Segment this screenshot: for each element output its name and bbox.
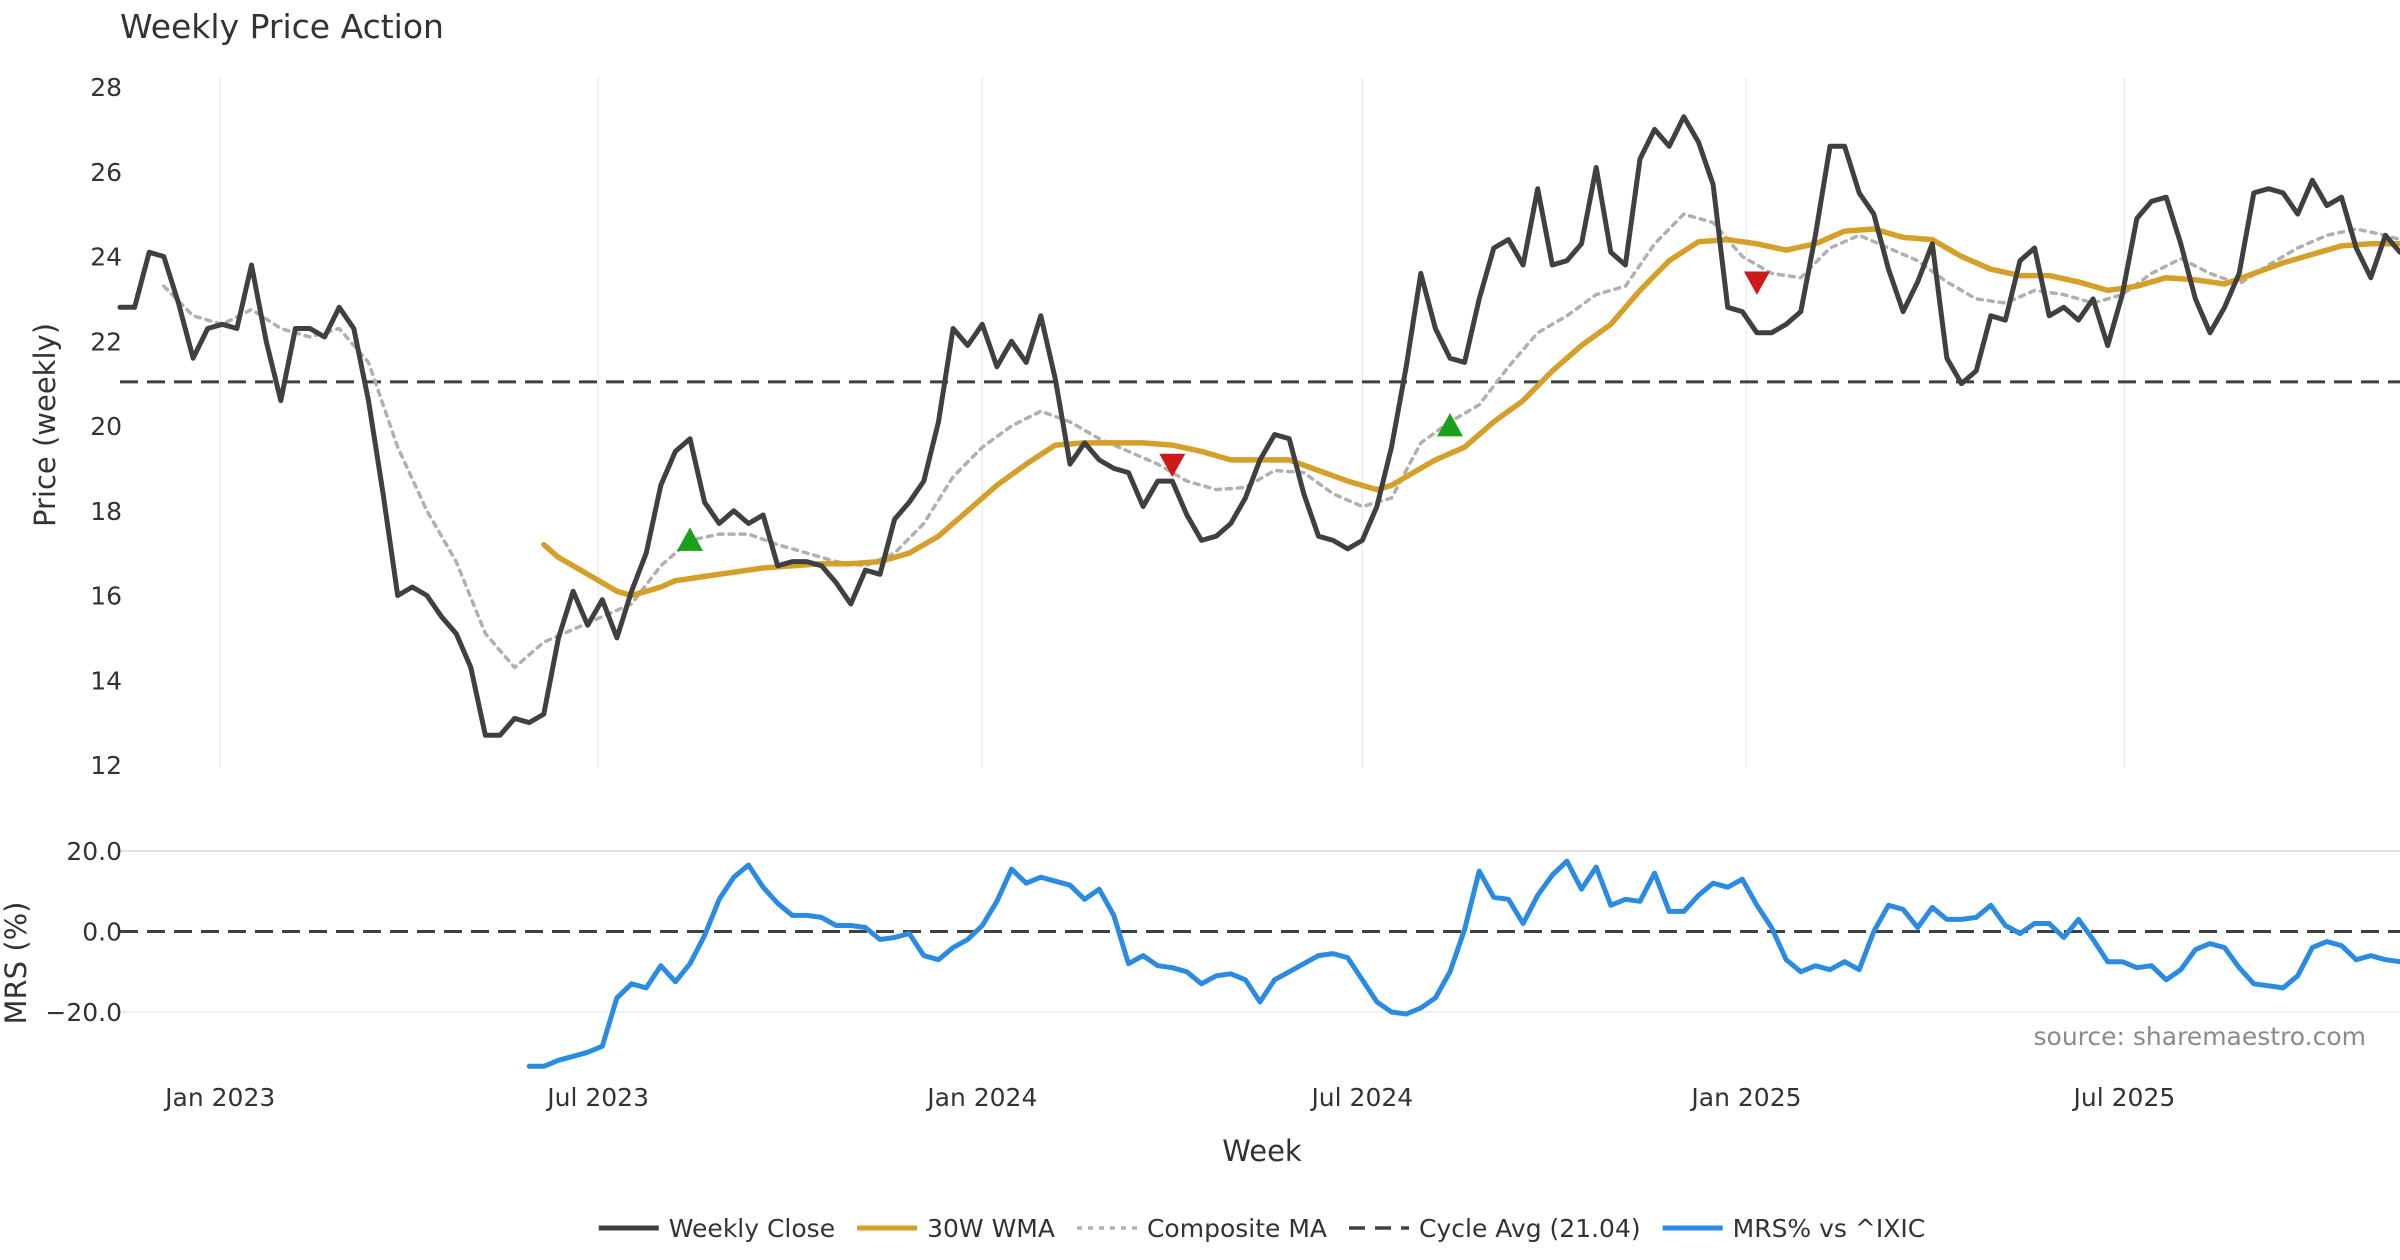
price-y-tick: 12 bbox=[90, 751, 122, 780]
buy-signal-marker bbox=[1437, 413, 1463, 437]
weekly-close-line bbox=[117, 114, 2400, 738]
legend-label: MRS% vs ^IXIC bbox=[1733, 1214, 1926, 1243]
mrs-y-tick: −20.0 bbox=[45, 998, 122, 1027]
price-y-tick: 14 bbox=[90, 666, 122, 695]
x-tick: Jan 2023 bbox=[163, 1083, 275, 1112]
price-y-tick: 20 bbox=[90, 412, 122, 441]
price-y-tick: 26 bbox=[90, 158, 122, 187]
sell-signal-marker bbox=[1743, 271, 1770, 295]
price-y-tick: 28 bbox=[90, 73, 122, 102]
x-tick: Jul 2025 bbox=[2072, 1083, 2176, 1112]
series-layer bbox=[117, 114, 2400, 1069]
wma-30w-line bbox=[541, 226, 2400, 599]
legend-label: Composite MA bbox=[1147, 1214, 1327, 1243]
price-y-tick: 22 bbox=[90, 327, 122, 356]
buy-signal-marker bbox=[677, 527, 703, 551]
price-y-tick: 16 bbox=[90, 582, 122, 611]
mrs-line bbox=[526, 858, 2400, 1069]
x-tick: Jul 2024 bbox=[1309, 1083, 1413, 1112]
mrs-y-tick: 20.0 bbox=[66, 837, 122, 866]
price-y-tick: 18 bbox=[90, 497, 122, 526]
legend: Weekly Close 30W WMA Composite MA Cycle Avg… bbox=[598, 1214, 1926, 1243]
price-y-axis-label: Price (weekly) bbox=[28, 323, 62, 527]
x-tick: Jul 2023 bbox=[545, 1083, 649, 1112]
source-note: source: sharemaestro.com bbox=[2034, 1022, 2367, 1051]
mrs-y-tick-labels: 20.0 0.0 −20.0 bbox=[45, 837, 122, 1027]
x-axis-label: Week bbox=[1222, 1134, 1302, 1168]
x-tick: Jan 2025 bbox=[1689, 1083, 1801, 1112]
legend-label: Weekly Close bbox=[669, 1214, 835, 1243]
price-y-tick-labels: 12 14 16 18 20 22 24 26 28 bbox=[90, 73, 122, 780]
grid-layer bbox=[120, 78, 2400, 1013]
legend-label: Cycle Avg (21.04) bbox=[1419, 1214, 1641, 1243]
mrs-y-tick: 0.0 bbox=[82, 918, 122, 947]
x-tick: Jan 2024 bbox=[925, 1083, 1037, 1112]
mrs-y-axis-label: MRS (%) bbox=[0, 902, 33, 1025]
composite-ma-line bbox=[162, 212, 2400, 670]
x-tick-labels: Jan 2023 Jul 2023 Jan 2024 Jul 2024 Jan 2025… bbox=[163, 1083, 2175, 1112]
sell-signal-marker bbox=[1159, 453, 1186, 478]
signal-markers bbox=[677, 271, 1770, 551]
legend-label: 30W WMA bbox=[927, 1214, 1055, 1243]
price-y-tick: 24 bbox=[90, 243, 122, 272]
chart-title: Weekly Price Action bbox=[120, 7, 444, 46]
